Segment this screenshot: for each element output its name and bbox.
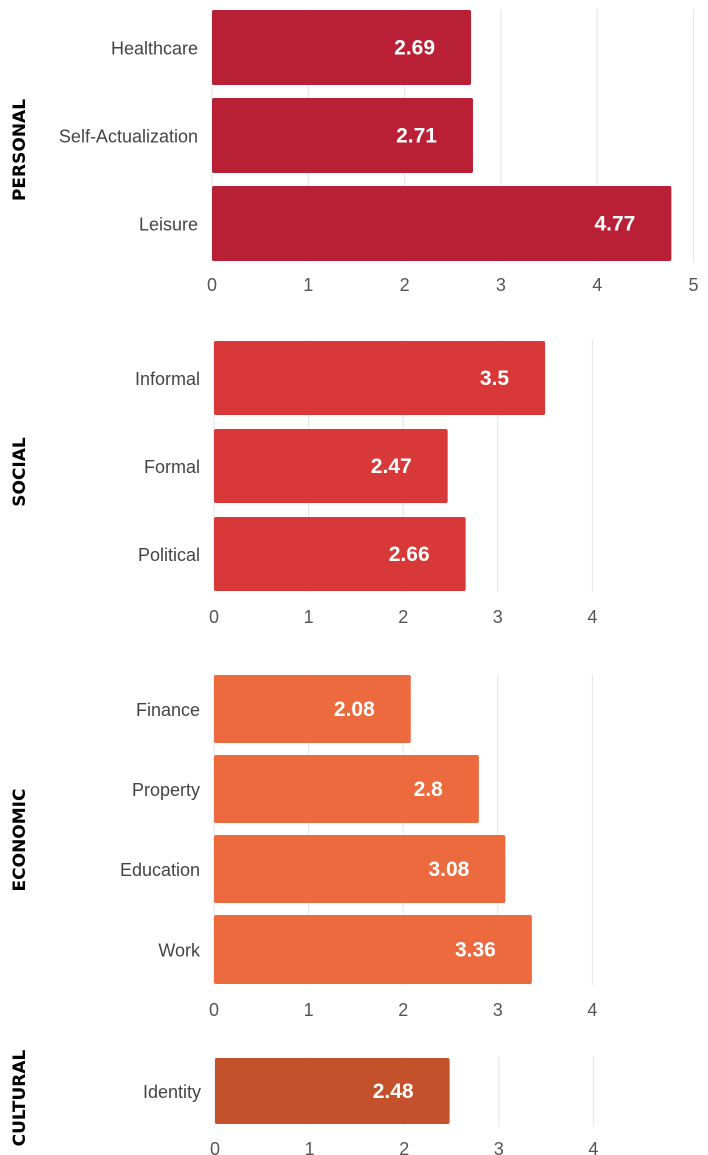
bar <box>214 835 506 903</box>
group-label: ECONOMIC <box>10 789 30 892</box>
bar <box>214 429 448 503</box>
x-tick-label: 0 <box>210 1139 220 1155</box>
bar <box>215 1058 450 1124</box>
panel-personal: 2.69 Healthcare 2.71 Self-Actualization 4.77… <box>10 9 699 295</box>
category-label: Self-Actualization <box>59 127 198 147</box>
category-label: Political <box>138 545 200 565</box>
x-tick-label: 2 <box>399 1139 409 1155</box>
x-tick-label: 5 <box>688 275 698 295</box>
panel-cultural: 2.48 Identity 0 1 2 3 4 CULTURAL <box>10 1049 598 1155</box>
bar <box>214 915 532 984</box>
value-label: 2.47 <box>371 455 412 478</box>
x-tick-label: 3 <box>493 607 503 627</box>
category-label: Finance <box>136 700 200 720</box>
x-tick-label: 0 <box>209 1000 219 1020</box>
category-label: Informal <box>135 369 200 389</box>
value-label: 3.08 <box>428 858 469 881</box>
category-label: Work <box>158 941 201 961</box>
x-tick-label: 1 <box>304 1000 314 1020</box>
category-label: Education <box>120 860 200 880</box>
x-tick-label: 3 <box>494 1139 504 1155</box>
value-label: 2.71 <box>396 125 437 148</box>
value-label: 2.48 <box>373 1080 414 1103</box>
value-label: 3.36 <box>455 939 496 962</box>
x-tick-label: 4 <box>592 275 602 295</box>
bar <box>214 675 411 743</box>
value-label: 4.77 <box>594 213 635 236</box>
x-tick-label: 4 <box>587 1000 597 1020</box>
x-tick-label: 0 <box>209 607 219 627</box>
x-tick-label: 1 <box>303 275 313 295</box>
group-label: PERSONAL <box>10 99 30 201</box>
x-tick-label: 3 <box>496 275 506 295</box>
value-label: 2.8 <box>414 778 444 801</box>
value-label: 3.5 <box>480 367 510 390</box>
bar <box>212 98 473 173</box>
x-tick-label: 4 <box>587 607 597 627</box>
category-label: Formal <box>144 457 200 477</box>
value-label: 2.66 <box>389 543 430 566</box>
bar <box>214 517 466 591</box>
x-tick-label: 4 <box>588 1139 598 1155</box>
category-label: Property <box>132 780 200 800</box>
value-label: 2.69 <box>394 37 435 60</box>
panel-social: 3.5 Informal 2.47 Formal 2.66 Political 0 1 2 3 4 S… <box>10 340 597 627</box>
x-tick-label: 2 <box>398 1000 408 1020</box>
value-label: 2.08 <box>334 698 375 721</box>
bar <box>212 186 672 261</box>
bar <box>212 10 472 85</box>
x-tick-label: 0 <box>207 275 217 295</box>
x-tick-label: 2 <box>398 607 408 627</box>
x-tick-label: 1 <box>304 607 314 627</box>
bar <box>214 341 546 415</box>
x-tick-label: 3 <box>493 1000 503 1020</box>
x-tick-label: 1 <box>305 1139 315 1155</box>
group-label: SOCIAL <box>10 437 30 507</box>
group-label: CULTURAL <box>10 1049 30 1146</box>
bar <box>214 755 479 823</box>
category-label: Identity <box>143 1082 201 1102</box>
panel-economic: 2.08 Finance 2.8 Property 3.08 Education 3.36 W… <box>10 674 597 1020</box>
category-label: Healthcare <box>111 39 198 59</box>
x-tick-label: 2 <box>400 275 410 295</box>
category-label: Leisure <box>139 215 198 235</box>
